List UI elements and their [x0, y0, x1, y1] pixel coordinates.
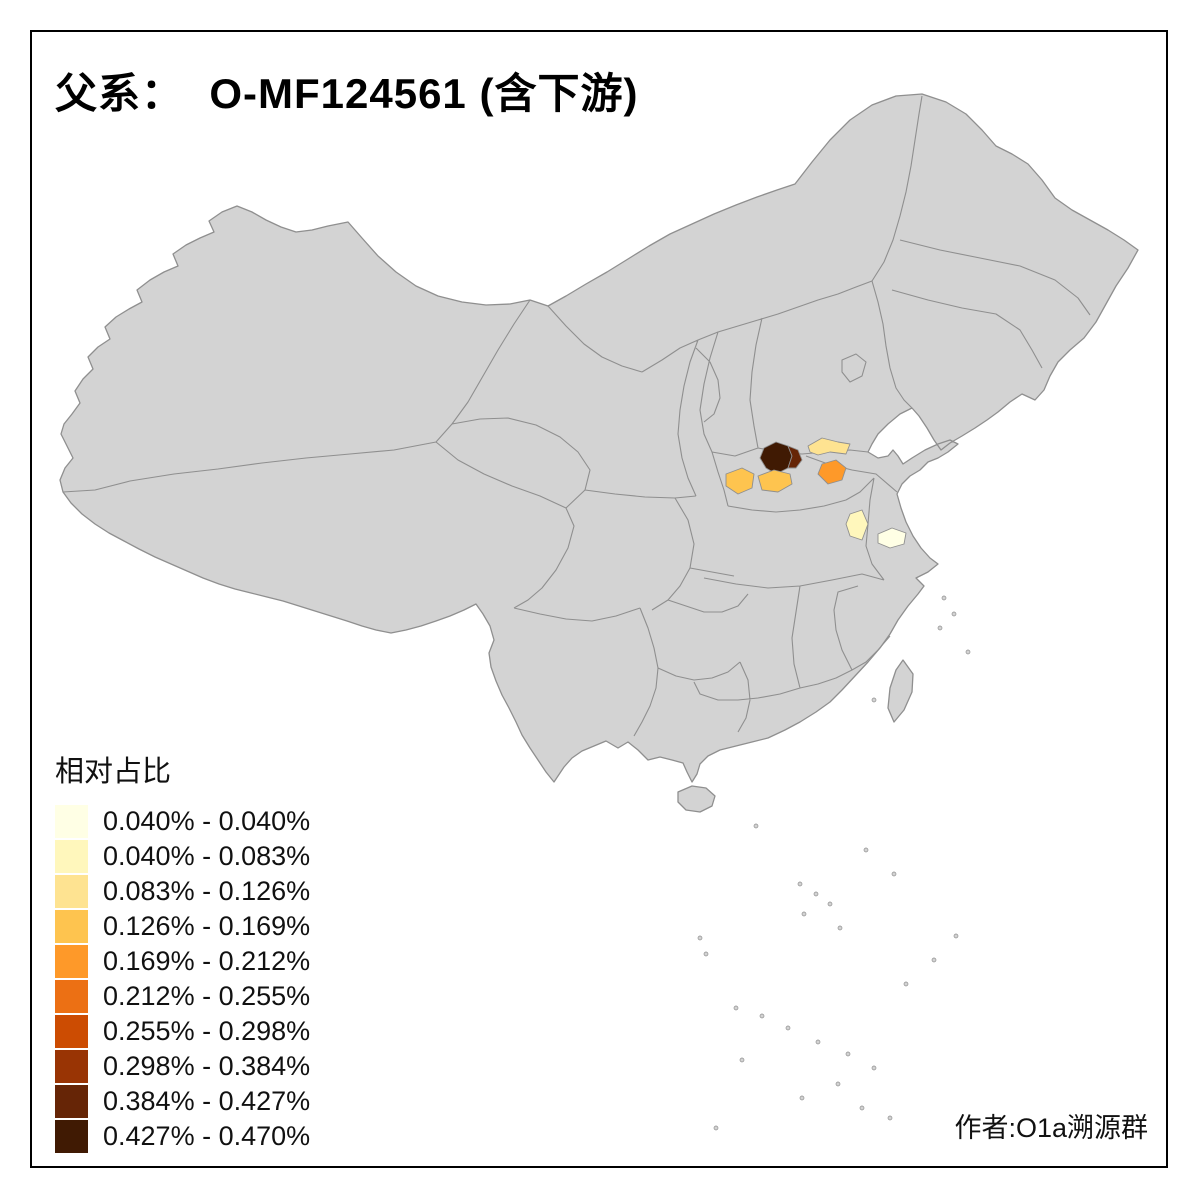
legend-row: 0.126% - 0.169%: [55, 909, 310, 944]
legend-label: 0.298% - 0.384%: [103, 1051, 311, 1081]
island-speck: [799, 1095, 805, 1101]
island-speck: [837, 925, 843, 931]
island-speck: [953, 933, 959, 939]
choropleth-region-5: [757, 469, 793, 493]
island-speck: [931, 957, 937, 963]
island-speck: [891, 871, 897, 877]
highlighted-regions: [725, 437, 907, 549]
map-legend: 相对占比 0.040% - 0.040% 0.040% - 0.083% 0.0…: [55, 748, 310, 1154]
figure-border-frame: [30, 30, 1168, 1168]
island-speck: [815, 1039, 821, 1045]
island-speck: [845, 1051, 851, 1057]
island-speck: [887, 1115, 893, 1121]
island-speck: [871, 697, 877, 703]
legend-row: 0.212% - 0.255%: [55, 979, 310, 1014]
legend-swatch: [55, 945, 88, 978]
legend-label: 0.384% - 0.427%: [103, 1086, 311, 1116]
legend-swatch: [55, 1120, 88, 1153]
island-speck: [785, 1025, 791, 1031]
island-speck: [797, 881, 803, 887]
island-speck: [733, 1005, 739, 1011]
attribution-text: 作者:O1a溯源群: [954, 1113, 1148, 1143]
island-speck: [801, 911, 807, 917]
taiwan-island: [887, 659, 914, 723]
island-speck: [713, 1125, 719, 1131]
legend-label: 0.169% - 0.212%: [103, 946, 311, 976]
legend-row: 0.255% - 0.298%: [55, 1014, 310, 1049]
legend-label: 0.083% - 0.126%: [103, 876, 311, 906]
island-speck: [941, 595, 947, 601]
choropleth-region-4: [725, 467, 755, 495]
legend-row: 0.083% - 0.126%: [55, 874, 310, 909]
legend-label: 0.040% - 0.040%: [103, 806, 311, 836]
legend-swatch: [55, 980, 88, 1013]
choropleth-region-3: [817, 459, 847, 485]
island-speck: [937, 625, 943, 631]
island-speck: [739, 1057, 745, 1063]
island-speck: [835, 1081, 841, 1087]
legend-label: 0.212% - 0.255%: [103, 981, 311, 1011]
island-speck: [753, 823, 759, 829]
legend-row: 0.384% - 0.427%: [55, 1084, 310, 1119]
sea-islands: [697, 595, 971, 1131]
choropleth-region-2: [787, 445, 803, 469]
legend-swatch: [55, 1085, 88, 1118]
china-mainland-outline: [59, 93, 1139, 783]
legend-swatch: [55, 875, 88, 908]
hainan-island: [677, 785, 716, 813]
choropleth-region-6: [807, 437, 851, 456]
page-title: 父系： O-MF124561 (含下游): [55, 70, 639, 117]
island-speck: [951, 611, 957, 617]
legend-row: 0.169% - 0.212%: [55, 944, 310, 979]
island-speck: [827, 901, 833, 907]
island-speck: [813, 891, 819, 897]
legend-title: 相对占比: [55, 756, 172, 788]
island-speck: [703, 951, 709, 957]
legend-swatch: [55, 805, 88, 838]
legend-swatch: [55, 1015, 88, 1048]
legend-label: 0.126% - 0.169%: [103, 911, 311, 941]
island-speck: [965, 649, 971, 655]
island-speck: [903, 981, 909, 987]
legend-label: 0.255% - 0.298%: [103, 1016, 311, 1046]
legend-swatch: [55, 910, 88, 943]
island-speck: [871, 1065, 877, 1071]
legend-label: 0.427% - 0.470%: [103, 1121, 311, 1151]
island-speck: [697, 935, 703, 941]
legend-row: 0.040% - 0.040%: [55, 804, 310, 839]
island-speck: [863, 847, 869, 853]
legend-label: 0.040% - 0.083%: [103, 841, 311, 871]
choropleth-region-7: [845, 509, 869, 541]
legend-swatch: [55, 840, 88, 873]
legend-swatch: [55, 1050, 88, 1083]
island-speck: [859, 1105, 865, 1111]
legend-row: 0.427% - 0.470%: [55, 1119, 310, 1154]
legend-row: 0.040% - 0.083%: [55, 839, 310, 874]
legend-row: 0.298% - 0.384%: [55, 1049, 310, 1084]
island-speck: [759, 1013, 765, 1019]
choropleth-region-8: [877, 527, 907, 549]
